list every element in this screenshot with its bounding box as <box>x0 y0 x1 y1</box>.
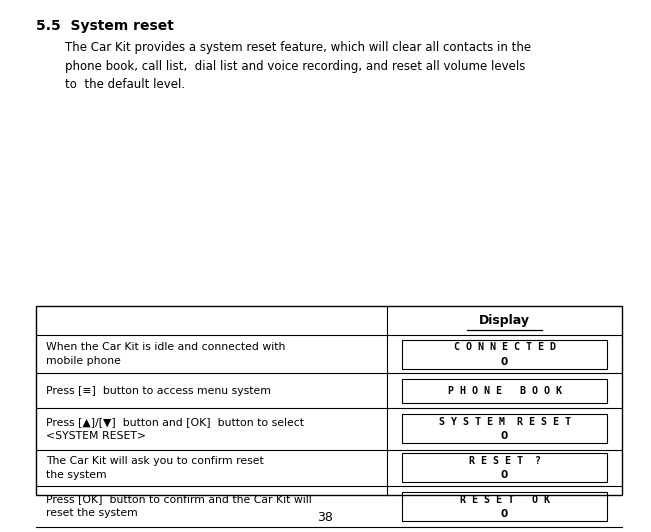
Text: When the Car Kit is idle and connected with
mobile phone: When the Car Kit is idle and connected w… <box>46 342 285 367</box>
Text: The Car Kit will ask you to confirm reset
the system: The Car Kit will ask you to confirm rese… <box>46 455 263 480</box>
Text: The Car Kit provides a system reset feature, which will clear all contacts in th: The Car Kit provides a system reset feat… <box>65 41 531 92</box>
Text: 0: 0 <box>501 357 508 367</box>
Text: S Y S T E M  R E S E T: S Y S T E M R E S E T <box>439 417 570 427</box>
Text: 38: 38 <box>318 511 333 523</box>
Text: P H O N E   B O O K: P H O N E B O O K <box>447 386 562 396</box>
Text: Press [OK]  button to confirm and the Car Kit will
reset the system: Press [OK] button to confirm and the Car… <box>46 494 311 519</box>
Text: R E S E T   O K: R E S E T O K <box>460 495 549 504</box>
Text: R E S E T  ?: R E S E T ? <box>469 456 540 466</box>
Text: 0: 0 <box>501 470 508 480</box>
Text: Display: Display <box>479 314 530 327</box>
Text: C O N N E C T E D: C O N N E C T E D <box>454 343 555 352</box>
Text: Press [≡]  button to access menu system: Press [≡] button to access menu system <box>46 386 270 396</box>
Text: Press [▲]/[▼]  button and [OK]  button to select
<SYSTEM RESET>: Press [▲]/[▼] button and [OK] button to … <box>46 417 303 441</box>
Text: 0: 0 <box>501 509 508 519</box>
Text: 5.5  System reset: 5.5 System reset <box>36 19 174 32</box>
Text: 0: 0 <box>501 431 508 441</box>
